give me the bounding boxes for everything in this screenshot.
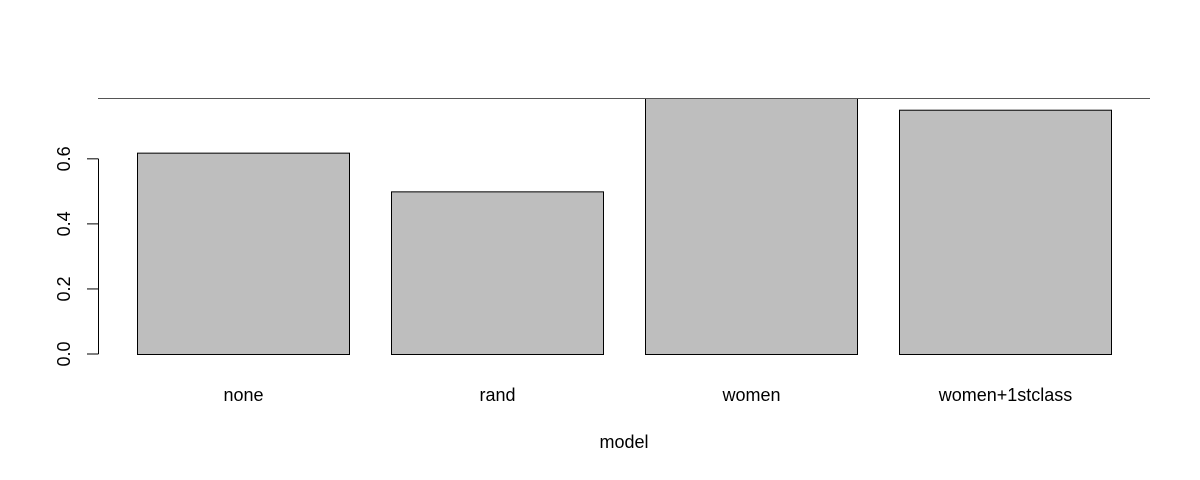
bar-women (645, 98, 858, 355)
y-axis: 0.0 0.2 0.4 0.6 (54, 146, 99, 367)
y-tick-label: 0.2 (54, 276, 74, 301)
bar-none (137, 152, 350, 355)
bar-women+1stclass (899, 109, 1112, 355)
x-axis-title: model (599, 432, 648, 452)
y-tick-label: 0.6 (54, 146, 74, 171)
bar-rand (391, 191, 604, 355)
x-category-label: none (223, 385, 263, 405)
x-category-label: women+1stclass (938, 385, 1073, 405)
y-tick-label: 0.4 (54, 211, 74, 236)
bars (98, 98, 1150, 355)
x-category-label: women (721, 385, 780, 405)
x-category-label: rand (479, 385, 515, 405)
y-tick-label: 0.0 (54, 341, 74, 366)
x-axis-category-labels: none rand women women+1stclass (223, 385, 1072, 405)
